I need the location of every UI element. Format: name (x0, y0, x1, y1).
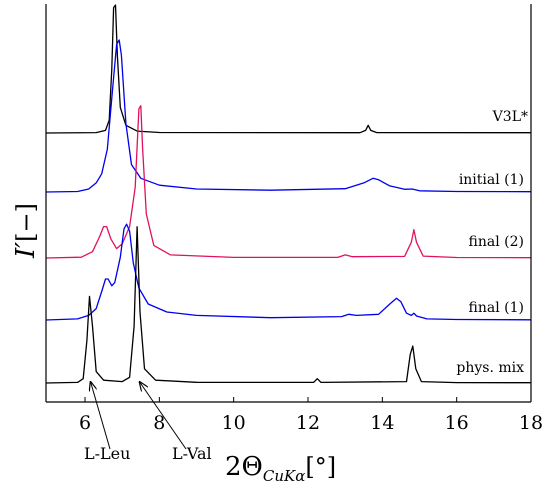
x-tick-label-5: 16 (445, 412, 469, 434)
x-tick-label-4: 14 (370, 412, 394, 434)
x-ticks: 6 8 10 12 14 16 18 (79, 397, 543, 434)
annotation-label-1: L-Val (172, 444, 212, 463)
series-labels: V3L* initial (1) final (2) final (1) phys. m… (456, 109, 528, 376)
annotation-label-0: L-Leu (84, 444, 130, 463)
series-line-1 (45, 39, 532, 193)
series-label-1: initial (1) (459, 172, 524, 188)
series-line-4 (45, 226, 532, 384)
annotations: L-Leu L-Val (84, 382, 212, 463)
series-line-0 (45, 4, 532, 134)
series-layer (45, 4, 532, 384)
annotation-arrow-1 (140, 382, 187, 450)
x-tick-label-3: 12 (296, 412, 320, 434)
series-label-3: final (1) (469, 300, 524, 316)
x-tick-label-1: 8 (153, 412, 165, 434)
series-label-0: V3L* (492, 109, 528, 125)
y-axis-title: I′[−] (11, 203, 41, 259)
annotation-arrow-0 (91, 382, 111, 450)
x-tick-label-0: 6 (79, 412, 91, 434)
x-tick-label-2: 10 (222, 412, 246, 434)
x-tick-label-6: 18 (519, 412, 543, 434)
series-line-3 (45, 223, 532, 321)
series-line-2 (45, 105, 532, 259)
series-label-4: phys. mix (456, 360, 524, 376)
axes (45, 4, 532, 403)
series-label-2: final (2) (469, 234, 524, 250)
x-axis-title: 2ΘCuKα[°] (225, 452, 336, 485)
